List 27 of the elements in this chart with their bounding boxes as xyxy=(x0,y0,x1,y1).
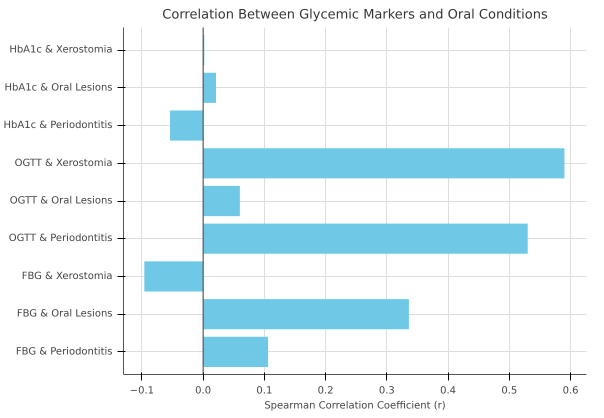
bar xyxy=(203,299,409,330)
x-tick-label: 0.1 xyxy=(256,386,272,396)
x-axis-title: Spearman Correlation Coefficient (r) xyxy=(264,400,446,412)
y-tick-label: FBG & Periodontitis xyxy=(16,346,113,358)
y-tick-label: HbA1c & Periodontitis xyxy=(4,120,113,132)
y-tick-label: OGTT & Xerostomia xyxy=(14,158,112,169)
bar xyxy=(144,261,204,292)
y-tick-label: FBG & Xerostomia xyxy=(22,270,113,282)
y-tick-label: HbA1c & Xerostomia xyxy=(9,44,113,56)
bar xyxy=(203,72,216,103)
x-tick-label: 0.5 xyxy=(501,386,518,396)
chart-title: Correlation Between Glycemic Markers and Oral Conditions xyxy=(162,8,548,22)
bar xyxy=(203,336,268,367)
bar xyxy=(203,148,564,178)
bar xyxy=(203,186,240,216)
x-tick-label: 0.4 xyxy=(440,386,456,396)
x-tick-label: −0.1 xyxy=(130,386,154,396)
y-tick-label: HbA1c & Oral Lesions xyxy=(4,82,113,94)
y-tick-label: FBG & Oral Lesions xyxy=(16,308,113,320)
bar xyxy=(170,110,204,141)
y-tick-label: OGTT & Periodontitis xyxy=(8,233,113,244)
x-tick-label: 0.0 xyxy=(195,386,212,396)
bar xyxy=(203,224,528,254)
x-tick-label: 0.2 xyxy=(318,386,334,396)
x-tick-label: 0.6 xyxy=(562,386,579,396)
y-tick-label: OGTT & Oral Lesions xyxy=(10,196,113,206)
x-tick-label: 0.3 xyxy=(378,386,395,396)
